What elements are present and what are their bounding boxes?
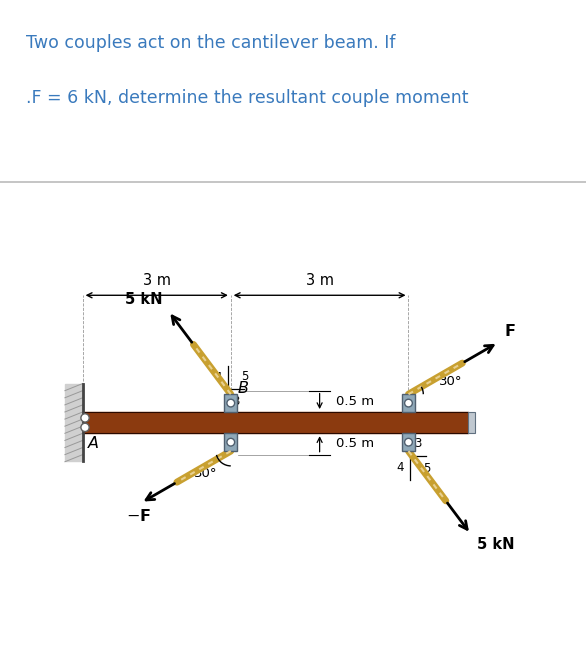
Text: F: F	[504, 325, 515, 339]
Text: A: A	[87, 436, 98, 450]
Text: 5 kN: 5 kN	[125, 291, 163, 307]
Text: B: B	[238, 381, 249, 396]
Circle shape	[81, 423, 89, 432]
Circle shape	[81, 414, 89, 422]
Text: 3 m: 3 m	[143, 273, 171, 288]
Bar	[65, 384, 83, 461]
Circle shape	[227, 399, 234, 407]
Text: 4: 4	[214, 371, 222, 384]
Text: 30°: 30°	[440, 374, 463, 388]
Circle shape	[227, 438, 234, 446]
Text: Two couples act on the cantilever beam. If: Two couples act on the cantilever beam. …	[26, 33, 396, 51]
Text: 5: 5	[241, 370, 248, 383]
Text: 5: 5	[423, 462, 430, 475]
Text: .F = 6 kN, determine the resultant couple moment: .F = 6 kN, determine the resultant coupl…	[26, 89, 469, 107]
Circle shape	[404, 438, 413, 446]
Text: 3: 3	[233, 396, 240, 408]
Bar	[402, 394, 415, 412]
Text: 3 m: 3 m	[306, 273, 333, 288]
Text: 3: 3	[414, 437, 422, 450]
Text: 0.5 m: 0.5 m	[336, 438, 374, 450]
Bar	[224, 394, 237, 412]
Bar	[468, 412, 475, 434]
Bar	[83, 412, 468, 434]
Text: 0.5 m: 0.5 m	[336, 395, 374, 408]
Text: 30°: 30°	[194, 467, 217, 480]
Text: $-$F: $-$F	[125, 507, 151, 523]
Text: 4: 4	[396, 461, 404, 474]
Bar	[224, 434, 237, 451]
Circle shape	[404, 399, 413, 407]
Text: 5 kN: 5 kN	[476, 537, 514, 552]
Bar	[402, 434, 415, 451]
